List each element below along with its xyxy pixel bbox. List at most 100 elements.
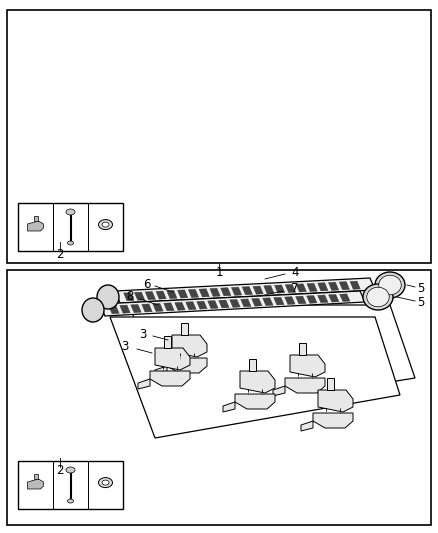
Polygon shape	[223, 402, 235, 412]
Ellipse shape	[82, 298, 104, 322]
Bar	[7, 10, 431, 263]
Polygon shape	[252, 298, 262, 306]
Polygon shape	[242, 287, 252, 295]
Polygon shape	[115, 278, 375, 303]
Polygon shape	[177, 290, 188, 298]
Polygon shape	[134, 292, 145, 300]
Polygon shape	[318, 390, 353, 412]
Text: 4: 4	[291, 265, 299, 279]
Bar	[7, 270, 431, 525]
Text: 8: 8	[126, 290, 134, 303]
Polygon shape	[175, 302, 185, 310]
Polygon shape	[186, 302, 196, 310]
Polygon shape	[142, 304, 152, 312]
Ellipse shape	[67, 499, 74, 503]
Polygon shape	[208, 301, 218, 309]
Text: 1: 1	[215, 265, 223, 279]
Polygon shape	[167, 290, 177, 298]
Text: 5: 5	[417, 282, 425, 295]
Text: 2: 2	[56, 464, 64, 478]
Ellipse shape	[97, 285, 119, 309]
Polygon shape	[327, 378, 334, 390]
Polygon shape	[130, 305, 415, 418]
Ellipse shape	[367, 287, 389, 307]
Polygon shape	[307, 284, 317, 292]
Polygon shape	[339, 281, 350, 290]
Polygon shape	[153, 303, 163, 311]
Polygon shape	[296, 296, 306, 304]
Polygon shape	[33, 216, 38, 221]
Text: 7: 7	[291, 282, 299, 295]
Polygon shape	[241, 299, 251, 307]
Polygon shape	[240, 371, 275, 393]
Polygon shape	[301, 421, 313, 431]
Polygon shape	[274, 297, 284, 305]
Polygon shape	[273, 386, 285, 396]
Polygon shape	[167, 358, 207, 373]
Polygon shape	[285, 297, 295, 304]
Polygon shape	[100, 291, 365, 316]
Bar	[18, 203, 123, 251]
Polygon shape	[150, 371, 190, 386]
Polygon shape	[172, 335, 207, 357]
Polygon shape	[155, 366, 167, 376]
Text: 3: 3	[139, 327, 147, 341]
Ellipse shape	[99, 220, 113, 230]
Polygon shape	[313, 413, 353, 428]
Text: 2: 2	[56, 248, 64, 262]
Polygon shape	[275, 285, 285, 293]
Polygon shape	[109, 305, 119, 314]
Polygon shape	[156, 291, 166, 299]
Polygon shape	[318, 295, 328, 303]
Polygon shape	[197, 301, 207, 309]
Polygon shape	[199, 289, 209, 297]
Polygon shape	[210, 288, 220, 296]
Polygon shape	[299, 343, 306, 355]
Polygon shape	[131, 304, 141, 313]
Polygon shape	[264, 286, 274, 294]
Text: 6: 6	[143, 278, 151, 290]
Polygon shape	[188, 289, 198, 297]
Polygon shape	[235, 394, 275, 409]
Ellipse shape	[66, 467, 75, 473]
Polygon shape	[219, 300, 229, 308]
Ellipse shape	[363, 284, 393, 310]
Polygon shape	[155, 348, 190, 370]
Ellipse shape	[375, 272, 405, 298]
Polygon shape	[231, 287, 242, 295]
Ellipse shape	[67, 241, 74, 245]
Polygon shape	[138, 379, 150, 389]
Polygon shape	[318, 283, 328, 291]
Polygon shape	[221, 288, 231, 296]
Polygon shape	[120, 305, 130, 313]
Polygon shape	[249, 359, 256, 371]
Polygon shape	[181, 323, 188, 335]
Ellipse shape	[99, 478, 113, 488]
Polygon shape	[285, 378, 325, 393]
Polygon shape	[164, 336, 171, 348]
Ellipse shape	[102, 222, 109, 227]
Polygon shape	[110, 317, 400, 438]
Ellipse shape	[102, 480, 109, 485]
Polygon shape	[164, 303, 174, 311]
Polygon shape	[28, 479, 43, 489]
Polygon shape	[290, 355, 325, 377]
Ellipse shape	[379, 275, 401, 295]
Polygon shape	[285, 285, 296, 293]
Polygon shape	[263, 298, 273, 305]
Polygon shape	[296, 284, 306, 292]
Polygon shape	[253, 286, 263, 294]
Polygon shape	[33, 474, 38, 479]
Polygon shape	[145, 292, 155, 300]
Polygon shape	[350, 281, 360, 289]
Text: 3: 3	[121, 341, 129, 353]
Bar	[18, 461, 123, 509]
Polygon shape	[339, 294, 350, 302]
Polygon shape	[230, 300, 240, 308]
Polygon shape	[124, 293, 134, 301]
Ellipse shape	[66, 209, 75, 215]
Polygon shape	[328, 294, 339, 302]
Text: 5: 5	[417, 296, 425, 310]
Polygon shape	[28, 221, 43, 231]
Polygon shape	[307, 296, 317, 303]
